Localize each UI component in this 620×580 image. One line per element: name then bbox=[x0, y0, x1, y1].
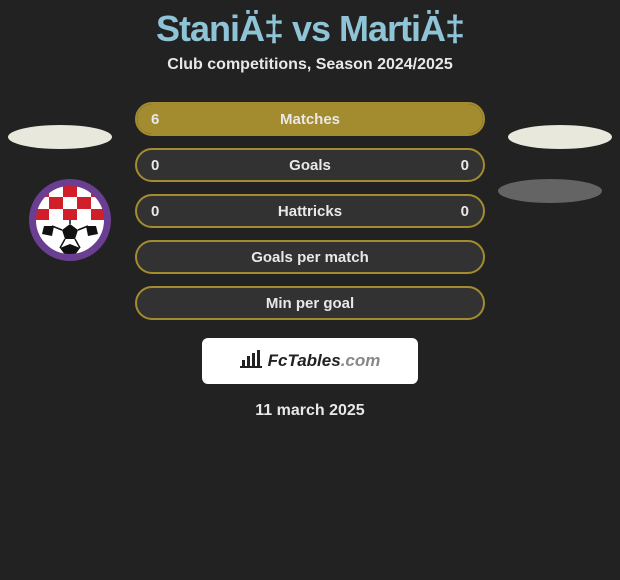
page-title: StaniÄ‡ vs MartiÄ‡ bbox=[0, 0, 620, 50]
comparison-card: StaniÄ‡ vs MartiÄ‡ Club competitions, Se… bbox=[0, 0, 620, 580]
stat-row: Goals0 0 bbox=[135, 148, 485, 182]
decorative-ellipse bbox=[498, 179, 602, 203]
stat-row: Matches6 bbox=[135, 102, 485, 136]
date-label: 11 march 2025 bbox=[0, 402, 620, 420]
source-badge-text: FcTables.com bbox=[268, 351, 381, 371]
stat-label: Hattricks bbox=[137, 203, 483, 220]
stat-row: Goals per match bbox=[135, 240, 485, 274]
stat-label: Matches bbox=[137, 111, 483, 128]
badge-main: Tables bbox=[287, 351, 340, 370]
stat-value-right: 0 bbox=[461, 157, 469, 174]
stat-value-left: 6 bbox=[151, 111, 159, 128]
bar-chart-icon bbox=[240, 350, 262, 373]
subtitle: Club competitions, Season 2024/2025 bbox=[0, 56, 620, 74]
badge-suffix: .com bbox=[341, 351, 381, 370]
stat-value-right: 0 bbox=[461, 203, 469, 220]
decorative-ellipse bbox=[508, 125, 612, 149]
source-badge[interactable]: FcTables.com bbox=[202, 338, 418, 384]
stat-label: Min per goal bbox=[137, 295, 483, 312]
stat-value-left: 0 bbox=[151, 203, 159, 220]
stat-label: Goals per match bbox=[137, 249, 483, 266]
decorative-ellipse bbox=[8, 125, 112, 149]
stat-label: Goals bbox=[137, 157, 483, 174]
stat-row: Min per goal bbox=[135, 286, 485, 320]
stat-value-left: 0 bbox=[151, 157, 159, 174]
stat-row: Hattricks0 0 bbox=[135, 194, 485, 228]
team-crest-icon bbox=[28, 178, 112, 262]
badge-prefix: Fc bbox=[268, 351, 288, 370]
